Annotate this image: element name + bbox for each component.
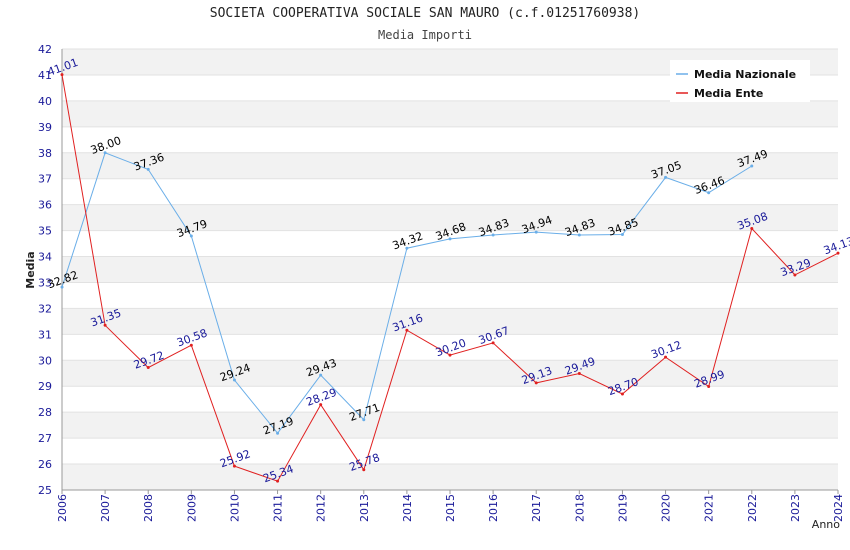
y-tick-label: 37 xyxy=(38,173,52,186)
y-tick-label: 26 xyxy=(38,458,52,471)
y-tick-label: 25 xyxy=(38,484,52,497)
data-point xyxy=(362,468,366,472)
data-point xyxy=(707,384,711,388)
x-tick-label: 2021 xyxy=(703,494,716,522)
data-point xyxy=(793,273,797,277)
y-axis-label: Media xyxy=(24,251,37,288)
legend-entry: Media Nazionale xyxy=(694,68,796,81)
x-tick-label: 2024 xyxy=(832,494,845,522)
x-tick-label: 2007 xyxy=(99,494,112,522)
y-tick-label: 38 xyxy=(38,147,52,160)
y-tick-label: 33 xyxy=(38,276,52,289)
x-tick-label: 2020 xyxy=(660,494,673,522)
data-point xyxy=(319,373,323,377)
chart-subtitle: Media Importi xyxy=(378,28,472,42)
x-axis-label: Anno xyxy=(812,518,840,531)
data-point xyxy=(534,230,538,234)
grid-band xyxy=(62,152,838,179)
data-point xyxy=(491,233,495,237)
data-point xyxy=(60,73,64,77)
grid-band xyxy=(62,100,838,127)
data-point xyxy=(146,366,150,370)
legend-box xyxy=(670,60,810,102)
data-point xyxy=(60,285,64,289)
data-point xyxy=(707,191,711,195)
data-point xyxy=(276,479,280,483)
x-tick-label: 2022 xyxy=(746,494,759,522)
grid-band xyxy=(62,256,838,283)
y-tick-label: 32 xyxy=(38,302,52,315)
x-tick-label: 2009 xyxy=(185,494,198,522)
x-tick-label: 2018 xyxy=(573,494,586,522)
grid-band xyxy=(62,412,838,439)
data-point xyxy=(491,341,495,345)
data-point xyxy=(276,431,280,435)
grid-band xyxy=(62,308,838,335)
data-point xyxy=(362,418,366,422)
x-tick-label: 2006 xyxy=(56,494,69,522)
x-tick-label: 2014 xyxy=(401,494,414,522)
data-point xyxy=(232,378,236,382)
y-tick-label: 42 xyxy=(38,43,52,56)
data-point xyxy=(103,323,107,327)
data-point xyxy=(232,464,236,468)
data-point xyxy=(534,381,538,385)
data-point xyxy=(620,232,624,236)
y-tick-label: 30 xyxy=(38,354,52,367)
y-tick-label: 28 xyxy=(38,406,52,419)
grid-band xyxy=(62,360,838,387)
data-point xyxy=(405,246,409,250)
y-tick-label: 35 xyxy=(38,225,52,238)
grid-band xyxy=(62,464,838,490)
data-point xyxy=(577,372,581,376)
x-tick-label: 2013 xyxy=(358,494,371,522)
y-tick-label: 31 xyxy=(38,328,52,341)
x-tick-label: 2016 xyxy=(487,494,500,522)
data-point xyxy=(319,403,323,407)
x-tick-label: 2010 xyxy=(228,494,241,522)
data-point xyxy=(750,227,754,231)
x-tick-label: 2015 xyxy=(444,494,457,522)
x-tick-label: 2023 xyxy=(789,494,802,522)
y-tick-label: 36 xyxy=(38,199,52,212)
x-tick-label: 2017 xyxy=(530,494,543,522)
y-tick-label: 41 xyxy=(38,69,52,82)
data-point xyxy=(448,353,452,357)
data-point xyxy=(620,392,624,396)
data-point xyxy=(146,167,150,171)
x-tick-label: 2008 xyxy=(142,494,155,522)
data-point xyxy=(577,233,581,237)
y-tick-label: 29 xyxy=(38,380,52,393)
data-point xyxy=(189,343,193,347)
x-tick-label: 2012 xyxy=(315,494,328,522)
series-line-media-nazionale xyxy=(61,152,753,435)
chart-title: SOCIETA COOPERATIVA SOCIALE SAN MAURO (c… xyxy=(209,6,641,21)
y-tick-label: 34 xyxy=(38,251,52,264)
y-tick-label: 39 xyxy=(38,121,52,134)
y-tick-label: 27 xyxy=(38,432,52,445)
data-point xyxy=(448,237,452,241)
data-point xyxy=(189,234,193,238)
data-point xyxy=(750,164,754,168)
data-point xyxy=(103,151,107,155)
data-point xyxy=(664,175,668,179)
legend-entry: Media Ente xyxy=(694,87,763,100)
data-point xyxy=(664,355,668,359)
data-point xyxy=(836,251,840,255)
x-tick-label: 2011 xyxy=(272,494,285,522)
x-tick-label: 2019 xyxy=(616,494,629,522)
data-point xyxy=(405,328,409,332)
grid-band xyxy=(62,204,838,231)
y-tick-label: 40 xyxy=(38,95,52,108)
